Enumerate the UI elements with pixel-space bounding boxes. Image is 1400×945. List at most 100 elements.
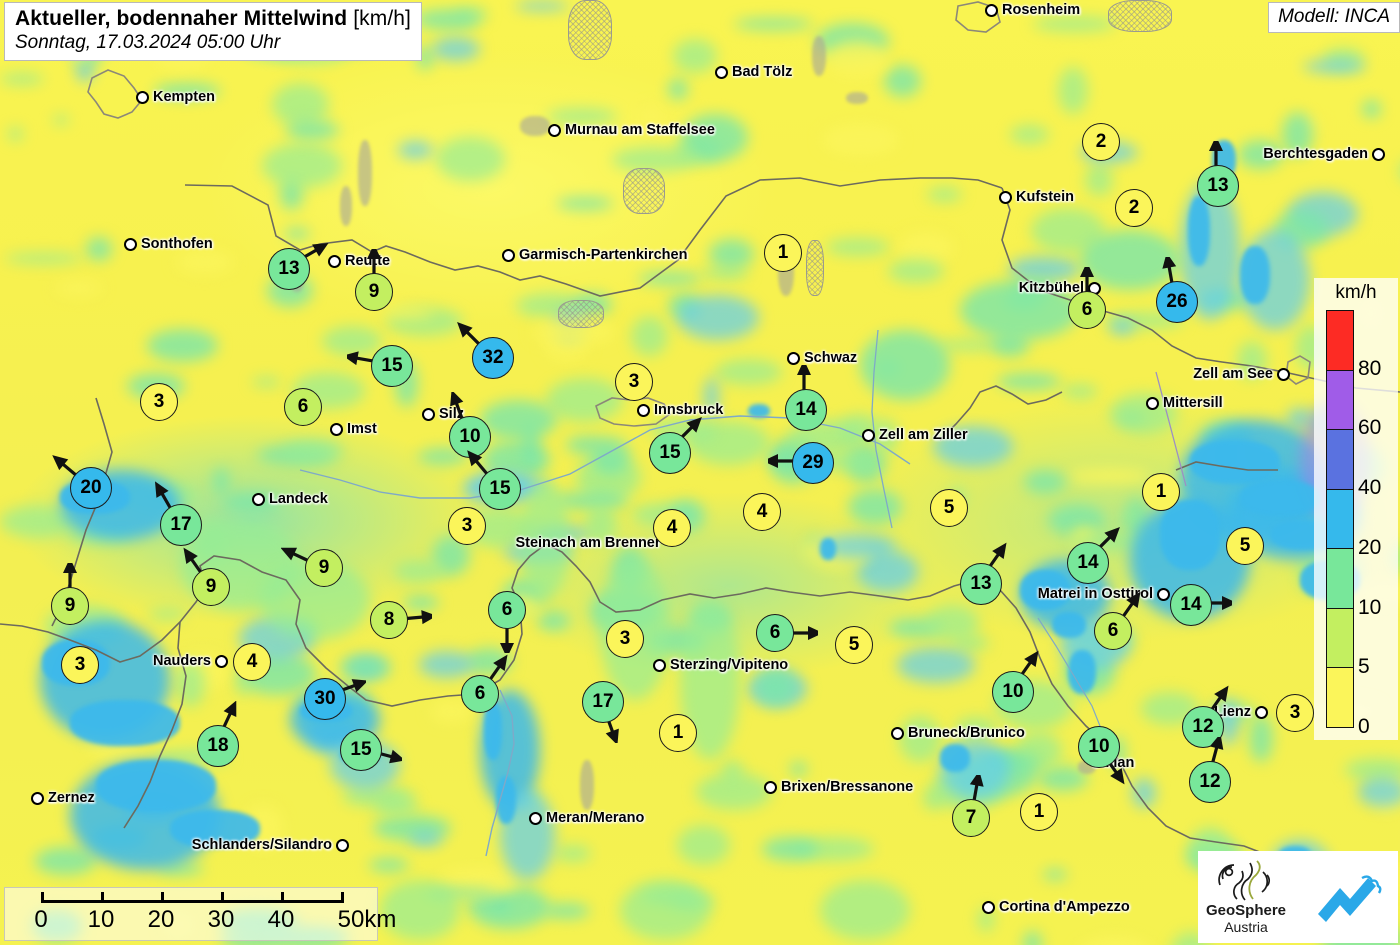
- wind-station-marker[interactable]: 15: [649, 417, 702, 474]
- wind-station-marker[interactable]: 3: [615, 363, 653, 401]
- wind-speed-badge[interactable]: 6: [756, 614, 794, 652]
- wind-station-marker[interactable]: 14: [785, 365, 827, 431]
- wind-station-marker[interactable]: 6: [1068, 267, 1106, 329]
- wind-station-marker[interactable]: 7: [952, 775, 990, 837]
- wind-station-marker[interactable]: 5: [835, 626, 873, 664]
- wind-speed-badge[interactable]: 14: [1067, 542, 1109, 584]
- wind-station-marker[interactable]: 10: [1078, 726, 1125, 785]
- wind-station-marker[interactable]: 15: [340, 729, 402, 771]
- wind-station-marker[interactable]: 12: [1182, 685, 1229, 748]
- wind-speed-badge[interactable]: 4: [743, 493, 781, 531]
- wind-speed-badge[interactable]: 5: [835, 626, 873, 664]
- wind-station-marker[interactable]: 9: [183, 547, 230, 606]
- wind-speed-badge[interactable]: 3: [606, 620, 644, 658]
- wind-station-marker[interactable]: 20: [52, 455, 112, 509]
- wind-station-marker[interactable]: 15: [467, 450, 521, 510]
- wind-speed-badge[interactable]: 6: [284, 388, 322, 426]
- wind-station-marker[interactable]: 10: [992, 650, 1039, 713]
- wind-station-marker[interactable]: 9: [51, 563, 89, 625]
- wind-station-marker[interactable]: 17: [155, 481, 202, 546]
- wind-speed-badge[interactable]: 1: [659, 714, 697, 752]
- wind-station-marker[interactable]: 26: [1156, 257, 1198, 323]
- wind-station-marker[interactable]: 9: [355, 249, 393, 311]
- wind-station-marker[interactable]: 13: [960, 542, 1007, 605]
- wind-speed-badge[interactable]: 32: [472, 337, 514, 379]
- wind-speed-badge[interactable]: 17: [160, 504, 202, 546]
- wind-speed-badge[interactable]: 4: [233, 643, 271, 681]
- wind-speed-badge[interactable]: 3: [140, 383, 178, 421]
- wind-station-marker[interactable]: 1: [764, 234, 802, 272]
- wind-station-marker[interactable]: 6: [756, 614, 818, 652]
- wind-speed-badge[interactable]: 15: [340, 729, 382, 771]
- wind-speed-badge[interactable]: 20: [70, 467, 112, 509]
- wind-speed-badge[interactable]: 1: [1020, 793, 1058, 831]
- wind-speed-badge[interactable]: 9: [305, 549, 343, 587]
- wind-speed-badge[interactable]: 14: [785, 389, 827, 431]
- wind-speed-badge[interactable]: 3: [615, 363, 653, 401]
- wind-station-marker[interactable]: 4: [233, 643, 271, 681]
- wind-speed-badge[interactable]: 13: [960, 563, 1002, 605]
- wind-speed-badge[interactable]: 1: [1142, 473, 1180, 511]
- wind-station-marker[interactable]: 14: [1170, 584, 1232, 626]
- wind-speed-badge[interactable]: 13: [1197, 165, 1239, 207]
- wind-speed-badge[interactable]: 29: [792, 442, 834, 484]
- wind-speed-badge[interactable]: 6: [1068, 291, 1106, 329]
- wind-station-marker[interactable]: 9: [281, 547, 343, 587]
- wind-station-marker[interactable]: 5: [1226, 527, 1264, 565]
- wind-station-marker[interactable]: 6: [1094, 591, 1141, 650]
- wind-speed-badge[interactable]: 12: [1189, 761, 1231, 803]
- wind-station-marker[interactable]: 13: [1197, 141, 1239, 207]
- wind-station-marker[interactable]: 4: [743, 493, 781, 531]
- wind-station-marker[interactable]: 1: [1142, 473, 1180, 511]
- wind-speed-badge[interactable]: 15: [649, 432, 691, 474]
- wind-speed-badge[interactable]: 6: [461, 675, 499, 713]
- wind-speed-badge[interactable]: 9: [192, 568, 230, 606]
- wind-speed-badge[interactable]: 10: [992, 671, 1034, 713]
- wind-station-marker[interactable]: 6: [461, 654, 508, 713]
- wind-speed-badge[interactable]: 5: [930, 489, 968, 527]
- wind-station-marker[interactable]: 2: [1115, 189, 1153, 227]
- wind-station-marker[interactable]: 1: [659, 714, 697, 752]
- wind-speed-badge[interactable]: 5: [1226, 527, 1264, 565]
- wind-station-marker[interactable]: 1: [1020, 793, 1058, 831]
- wind-station-marker[interactable]: 4: [653, 509, 691, 547]
- wind-station-marker[interactable]: 30: [304, 678, 366, 720]
- wind-speed-badge[interactable]: 18: [197, 725, 239, 767]
- wind-station-marker[interactable]: 5: [930, 489, 968, 527]
- wind-speed-badge[interactable]: 14: [1170, 584, 1212, 626]
- wind-speed-badge[interactable]: 30: [304, 678, 346, 720]
- wind-speed-badge[interactable]: 6: [488, 591, 526, 629]
- wind-station-marker[interactable]: 10: [449, 392, 491, 458]
- wind-station-marker[interactable]: 6: [284, 388, 322, 426]
- wind-station-marker[interactable]: 2: [1082, 123, 1120, 161]
- wind-speed-badge[interactable]: 26: [1156, 281, 1198, 323]
- wind-speed-badge[interactable]: 9: [355, 273, 393, 311]
- wind-speed-badge[interactable]: 2: [1082, 123, 1120, 161]
- wind-speed-badge[interactable]: 7: [952, 799, 990, 837]
- wind-station-marker[interactable]: 3: [61, 646, 99, 684]
- wind-speed-badge[interactable]: 6: [1094, 612, 1132, 650]
- wind-station-marker[interactable]: 8: [370, 601, 432, 639]
- wind-speed-badge[interactable]: 17: [582, 681, 624, 723]
- wind-station-marker[interactable]: 3: [606, 620, 644, 658]
- wind-speed-badge[interactable]: 3: [61, 646, 99, 684]
- wind-speed-badge[interactable]: 2: [1115, 189, 1153, 227]
- wind-speed-badge[interactable]: 15: [479, 468, 521, 510]
- wind-station-marker[interactable]: 6: [488, 591, 526, 653]
- wind-speed-badge[interactable]: 3: [1276, 694, 1314, 732]
- wind-speed-badge[interactable]: 10: [1078, 726, 1120, 768]
- wind-speed-badge[interactable]: 3: [448, 507, 486, 545]
- wind-station-marker[interactable]: 13: [268, 243, 329, 290]
- wind-station-marker[interactable]: 29: [768, 442, 834, 484]
- wind-station-marker[interactable]: 17: [582, 681, 624, 743]
- wind-station-marker[interactable]: 32: [457, 322, 514, 379]
- wind-speed-badge[interactable]: 4: [653, 509, 691, 547]
- wind-speed-badge[interactable]: 9: [51, 587, 89, 625]
- wind-station-marker[interactable]: 3: [448, 507, 486, 545]
- wind-station-marker[interactable]: 14: [1067, 527, 1120, 584]
- wind-speed-badge[interactable]: 8: [370, 601, 408, 639]
- wind-speed-badge[interactable]: 10: [449, 416, 491, 458]
- wind-speed-badge[interactable]: 1: [764, 234, 802, 272]
- wind-station-marker[interactable]: 12: [1189, 737, 1231, 803]
- wind-station-marker[interactable]: 3: [140, 383, 178, 421]
